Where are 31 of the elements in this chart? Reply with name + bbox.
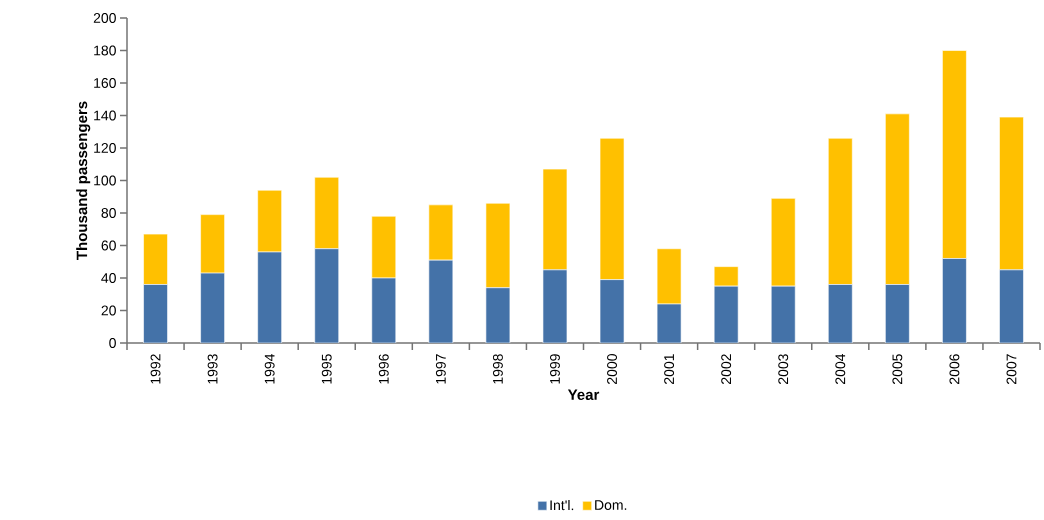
x-tick-label: 1992	[150, 354, 161, 384]
y-tick-label: 100	[94, 175, 116, 186]
x-tick-label: 2002	[721, 354, 732, 384]
x-tick-label: 2004	[835, 353, 846, 384]
y-tick-label: 0	[109, 338, 116, 348]
x-tick-label: 1994	[264, 353, 275, 384]
x-tick-label: 2001	[664, 354, 675, 384]
y-tick-label: 40	[101, 273, 116, 283]
x-tick-label: 2006	[949, 354, 960, 384]
y-tick-label: 160	[94, 78, 116, 88]
y-tick-label: 180	[94, 45, 116, 56]
x-tick-label: 1999	[550, 354, 560, 384]
x-tick-label: 1993	[207, 354, 218, 384]
x-tick-label: 1998	[492, 354, 503, 384]
y-tick-label: 200	[93, 13, 116, 23]
x-tick-label: 1995	[321, 354, 332, 384]
x-tick-label: 1996	[378, 354, 389, 384]
legend-label: Dom.	[595, 500, 627, 510]
y-tick-label: 60	[101, 240, 116, 251]
x-tick-label: 2000	[607, 354, 617, 384]
y-tick-label: 80	[101, 208, 116, 218]
y-tick-label: 140	[94, 110, 116, 121]
x-tick-label: 2005	[892, 354, 903, 384]
y-tick-label: 20	[101, 305, 116, 316]
x-tick-label: 2007	[1006, 354, 1017, 384]
x-axis-title: Year	[567, 389, 600, 401]
x-tick-label: 2003	[778, 354, 789, 384]
y-tick-label: 120	[94, 143, 116, 153]
y-axis-title: Thousand passengers	[76, 101, 91, 260]
legend-label: Int'l.	[550, 499, 574, 511]
x-tick-label: 1997	[435, 354, 446, 384]
